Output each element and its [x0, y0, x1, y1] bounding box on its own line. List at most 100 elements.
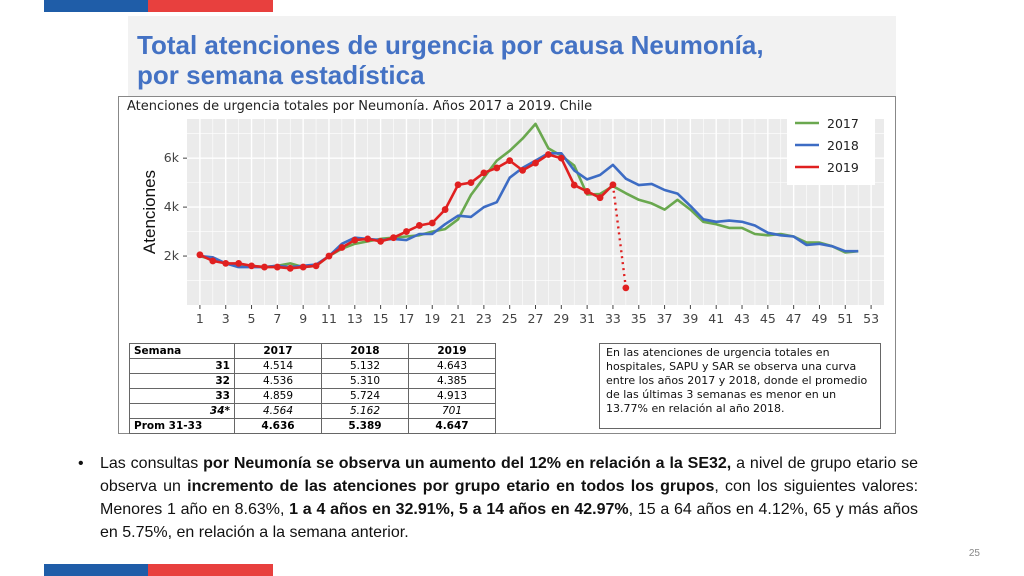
- bullet-bold-part: por Neumonía se observa un aumento del 1…: [203, 455, 732, 472]
- x-tick-label: 1: [196, 311, 204, 326]
- provisional-point-2019: [622, 284, 630, 292]
- table-row: 34* 4.564 5.162 701: [129, 403, 496, 419]
- cell-2017: 4.636: [234, 418, 322, 434]
- cell-2018: 5.389: [321, 418, 409, 434]
- legend-background: [787, 114, 875, 185]
- data-point-2019: [519, 166, 526, 174]
- x-tick-label: 3: [222, 311, 230, 326]
- table-row: 33 4.859 5.724 4.913: [129, 388, 496, 404]
- cell-2018: 5.132: [321, 358, 409, 374]
- row-label: 32: [129, 373, 235, 389]
- legend-label-2019: 2019: [827, 160, 859, 175]
- x-tick-label: 49: [812, 311, 828, 326]
- table-header-2017: 2017: [234, 343, 322, 359]
- x-tick-label: 31: [579, 311, 595, 326]
- table-header-row: Semana 2017 2018 2019: [129, 343, 496, 359]
- x-tick-label: 25: [502, 311, 518, 326]
- slide-title-line1: Total atenciones de urgencia por causa N…: [137, 30, 764, 60]
- cell-2019: 4.643: [408, 358, 496, 374]
- cell-2019: 4.647: [408, 418, 496, 434]
- table-header-week: Semana: [129, 343, 235, 359]
- x-tick-label: 7: [273, 311, 281, 326]
- data-point-2019: [338, 244, 346, 251]
- chart-title: Atenciones de urgencia totales por Neumo…: [127, 99, 592, 114]
- cell-2018: 5.310: [321, 373, 409, 389]
- legend: 2017 2018 2019: [787, 114, 875, 185]
- title-box: Total atenciones de urgencia por causa N…: [128, 16, 896, 96]
- data-point-2019: [312, 262, 320, 270]
- data-point-2019: [222, 259, 230, 267]
- table-header-2019: 2019: [408, 343, 496, 359]
- x-tick-label: 37: [657, 311, 673, 326]
- x-tick-label: 19: [424, 311, 440, 326]
- x-tick-label: 27: [528, 311, 544, 326]
- line-chart: Atenciones de urgencia totales por Neumo…: [127, 99, 884, 326]
- slide-title: Total atenciones de urgencia por causa N…: [137, 30, 764, 90]
- table-row: 31 4.514 5.132 4.643: [129, 358, 496, 374]
- x-tick-label: 47: [786, 311, 802, 326]
- data-point-2019: [583, 187, 591, 195]
- bullet-text-part: , con los siguientes valores: Menores 1 …: [100, 478, 919, 518]
- grid-lines: [187, 119, 884, 305]
- x-tick-label: 35: [631, 311, 647, 326]
- top-accent-bar-blue: [44, 0, 148, 12]
- cell-2018: 5.724: [321, 388, 409, 404]
- data-point-2019: [596, 194, 604, 202]
- data-point-2019: [261, 263, 268, 271]
- data-point-2019: [415, 222, 423, 229]
- data-table: Semana 2017 2018 2019 31 4.514 5.132 4.6…: [129, 343, 496, 434]
- data-point-2019: [351, 236, 359, 244]
- cell-2018: 5.162: [321, 403, 409, 419]
- series-lines: [196, 122, 859, 292]
- bottom-accent-bar-red: [148, 564, 273, 576]
- x-tick-label: 41: [708, 311, 724, 326]
- data-point-2019: [454, 181, 462, 189]
- x-tick-label: 53: [863, 311, 879, 326]
- bullet-text-part: a nivel de grupo etario se observa un: [100, 455, 918, 495]
- row-label: 34*: [129, 403, 235, 419]
- data-point-2019: [557, 154, 565, 162]
- x-tick-label: 23: [476, 311, 492, 326]
- data-point-2019: [235, 259, 243, 267]
- top-accent-bar-red: [148, 0, 273, 12]
- data-point-2019: [209, 257, 217, 265]
- x-tick-label: 21: [450, 311, 466, 326]
- row-label: 33: [129, 388, 235, 404]
- x-tick-label: 9: [299, 311, 307, 326]
- y-tick-label: 4k: [164, 199, 180, 214]
- bullet-text: Las consultas por Neumonía se observa un…: [100, 452, 918, 544]
- x-tick-label: 45: [760, 311, 776, 326]
- data-point-2019: [428, 219, 436, 227]
- data-point-2019: [441, 206, 449, 213]
- x-tick-label: 15: [373, 311, 389, 326]
- data-point-2019: [196, 251, 204, 259]
- x-tick-label: 51: [837, 311, 853, 326]
- bottom-accent-bar-blue: [44, 564, 148, 576]
- bullet-bold-part: incremento de las atenciones por grupo e…: [187, 478, 715, 495]
- data-point-2019: [377, 237, 385, 245]
- note-box: En las atenciones de urgencia totales en…: [599, 343, 881, 429]
- y-tick-label: 2k: [164, 248, 180, 263]
- data-point-2019: [480, 169, 488, 177]
- row-label: Prom 31-33: [129, 418, 235, 434]
- bullet-point: • Las consultas por Neumonía se observa …: [78, 452, 918, 544]
- table-row: 32 4.536 5.310 4.385: [129, 373, 496, 389]
- data-point-2019: [248, 262, 255, 270]
- x-tick-label: 13: [347, 311, 363, 326]
- data-point-2019: [364, 235, 372, 243]
- note-text: En las atenciones de urgencia totales en…: [606, 346, 868, 415]
- bullet-bold-part: 1 a 4 años en 32.91%, 5 a 14 años en 42.…: [289, 501, 629, 518]
- data-point-2019: [390, 234, 397, 242]
- y-axis-label: Atenciones: [140, 170, 159, 254]
- data-point-2019: [570, 181, 578, 189]
- y-tick-label: 6k: [164, 150, 180, 165]
- cell-2019: 4.913: [408, 388, 496, 404]
- cell-2017: 4.564: [234, 403, 322, 419]
- row-label: 31: [129, 358, 235, 374]
- bullet-text-part: Las consultas: [100, 455, 204, 472]
- figure-box: Atenciones de urgencia totales por Neumo…: [118, 96, 896, 434]
- data-point-2019: [532, 159, 539, 167]
- data-point-2019: [467, 179, 475, 187]
- legend-label-2017: 2017: [827, 116, 859, 131]
- data-point-2019: [403, 228, 410, 235]
